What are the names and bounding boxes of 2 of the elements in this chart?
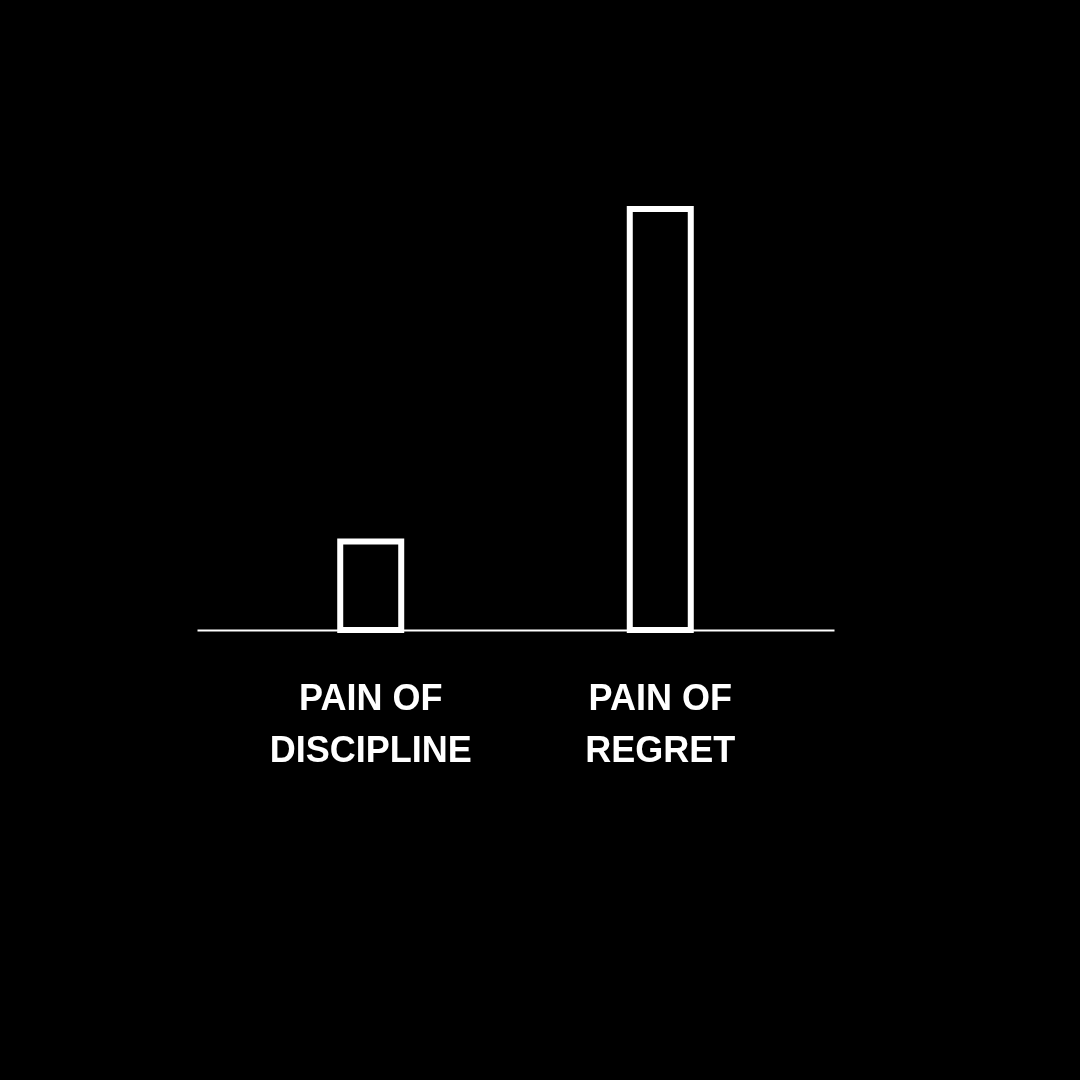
x-tick-label: PAIN OF DISCIPLINE [269, 676, 472, 770]
x-tick-label: PAIN OF REGRET [585, 676, 736, 770]
